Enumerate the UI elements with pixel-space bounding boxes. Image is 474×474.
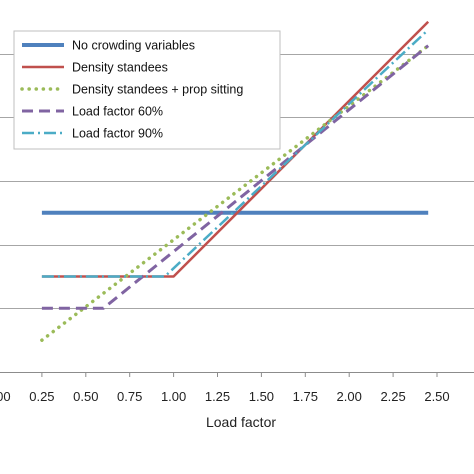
series-lines (40, 20, 430, 342)
x-tick-label: 1.75 (293, 389, 318, 404)
series-line (40, 43, 430, 342)
legend-label: Load factor 90% (72, 127, 163, 141)
x-tick-label: 2.25 (380, 389, 405, 404)
legend-label: Density standees (72, 61, 168, 75)
x-tick-label: 0.00 (0, 389, 11, 404)
x-tick-label: 0.25 (29, 389, 54, 404)
legend-label: No crowding variables (72, 39, 195, 53)
x-tick-label: 0.50 (73, 389, 98, 404)
x-tick-label: 1.50 (249, 389, 274, 404)
series-line (41, 20, 430, 278)
legend-label: Density standees + prop sitting (72, 83, 243, 97)
x-tick-label: 1.00 (161, 389, 186, 404)
legend-label: Load factor 60% (72, 105, 163, 119)
x-axis-title: Load factor (206, 414, 276, 430)
x-tick-label: 2.00 (337, 389, 362, 404)
x-tick-label: 2.50 (424, 389, 449, 404)
legend: No crowding variables Density standees Den… (13, 30, 281, 150)
series-line (41, 28, 430, 278)
x-tick-label: 1.25 (205, 389, 230, 404)
x-axis: 0.00 0.25 0.50 0.75 1.00 1.25 1.50 1.75 2.00 2.25… (0, 372, 474, 404)
series-line (41, 44, 430, 310)
x-tick-label: 0.75 (117, 389, 142, 404)
